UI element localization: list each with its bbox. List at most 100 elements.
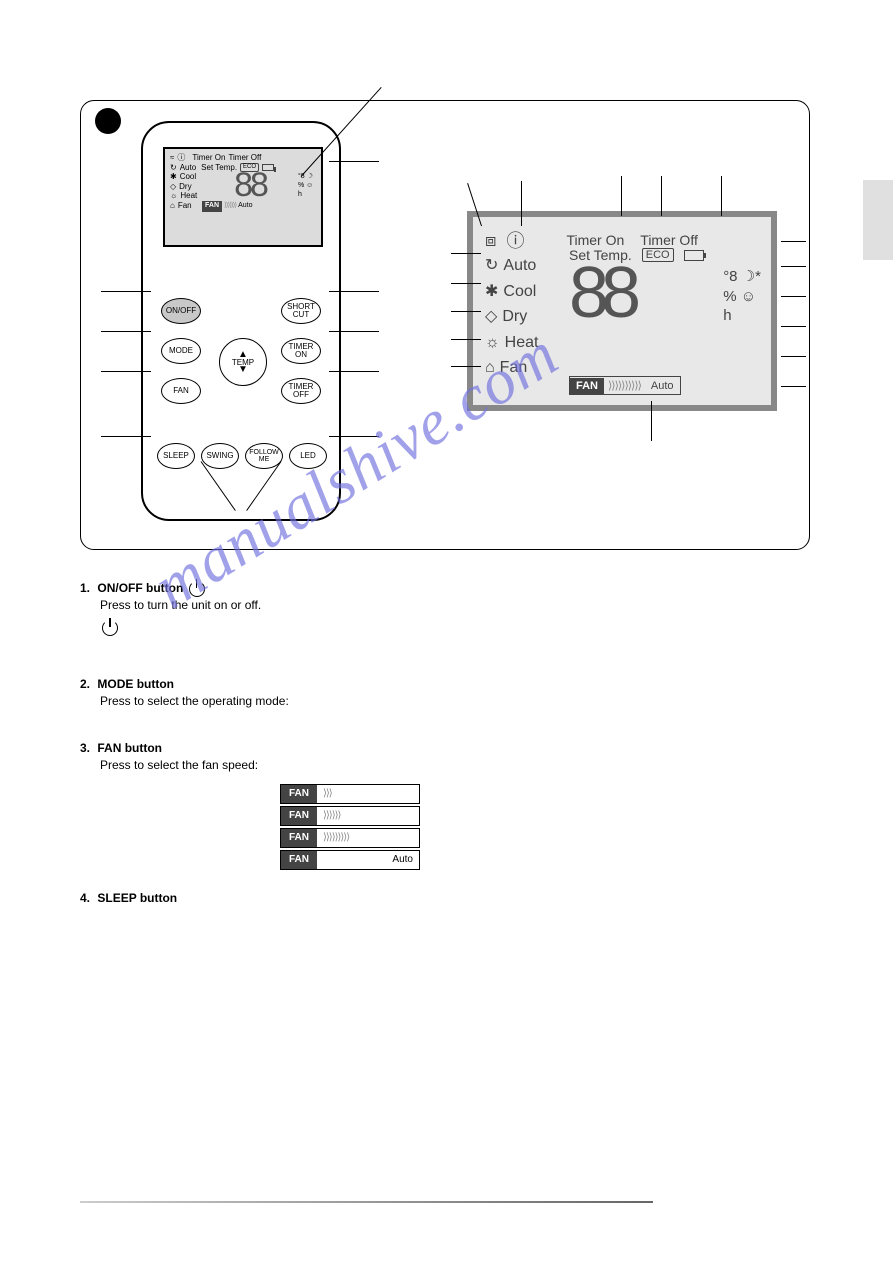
fan-mode-icon: ⌂ xyxy=(170,201,175,211)
lcd-heat-label: Heat xyxy=(180,191,197,201)
dry-icon: ◇ xyxy=(170,182,176,192)
onoff-button[interactable]: ON/OFF xyxy=(161,298,201,324)
table-row: FAN ⟩⟩⟩ xyxy=(280,784,420,804)
table-row: FAN Auto xyxy=(280,850,420,870)
battery-icon xyxy=(684,250,704,261)
info-icon: ⓘ xyxy=(506,227,524,253)
fan-speed-bar: FAN ⟩⟩⟩⟩⟩⟩⟩⟩⟩⟩ Auto xyxy=(569,376,681,395)
lead-line xyxy=(101,331,151,332)
h-small: h xyxy=(298,190,316,199)
list-item: 1. ON/OFF button Press to turn the unit … xyxy=(80,580,813,636)
lead-line xyxy=(781,266,806,267)
shortcut-button[interactable]: SHORT CUT xyxy=(281,298,321,324)
item-name: FAN button xyxy=(97,741,162,755)
lcd-auto-label: Auto xyxy=(503,253,536,279)
lcd-timer-on-label: Timer On xyxy=(192,153,225,163)
lcd-timer-on-label: Timer On xyxy=(566,232,624,248)
wifi-icon: ⧈ xyxy=(485,230,496,251)
fan-auto-small: Auto xyxy=(238,202,252,210)
fan-button[interactable]: FAN xyxy=(161,378,201,404)
fan-auto-label: Auto xyxy=(645,378,680,394)
dry-icon: ◇ xyxy=(485,304,497,330)
lcd-cool-label: Cool xyxy=(503,279,536,305)
lead-line xyxy=(621,176,622,216)
sleep-button[interactable]: SLEEP xyxy=(157,443,195,469)
fan-cell-high: ⟩⟩⟩⟩⟩⟩⟩⟩⟩ xyxy=(317,829,419,847)
lead-line xyxy=(101,291,151,292)
remote-control-outline: ≈ ⓘ Timer On Timer Off ↻ Auto Set Temp. … xyxy=(141,121,341,521)
lcd-auto-label: Auto xyxy=(180,163,196,173)
percent-small: % ☺ xyxy=(298,181,316,190)
lcd-dry-label: Dry xyxy=(502,304,527,330)
cool-icon: ✱ xyxy=(485,279,498,305)
lcd-digits-large: 88 xyxy=(569,263,633,324)
table-row: FAN ⟩⟩⟩⟩⟩⟩ xyxy=(280,806,420,826)
fan-cell-auto: Auto xyxy=(317,851,419,869)
moon-star-icon: ☽* xyxy=(742,268,761,285)
item-desc: Press to select the operating mode: xyxy=(100,693,813,710)
fan-cell-label: FAN xyxy=(281,807,317,825)
fan-bar-label: FAN xyxy=(570,378,604,394)
lead-line xyxy=(329,331,379,332)
item-number: 2. xyxy=(80,677,90,691)
lead-line xyxy=(451,366,481,367)
lead-line xyxy=(451,311,481,312)
item-number: 3. xyxy=(80,741,90,755)
item-desc: Press to turn the unit on or off. xyxy=(100,597,813,614)
footer-rule xyxy=(80,1201,653,1203)
deg8-icon: °8 xyxy=(723,268,737,285)
heat-icon: ☼ xyxy=(485,330,500,356)
fan-chevrons-icon: ⟩⟩⟩⟩⟩⟩⟩⟩⟩⟩ xyxy=(604,377,645,394)
heat-icon: ☼ xyxy=(170,191,177,201)
item-number: 4. xyxy=(80,891,90,905)
item-name: MODE button xyxy=(97,677,174,691)
timer-off-button[interactable]: TIMER OFF xyxy=(281,378,321,404)
swing-button[interactable]: SWING xyxy=(201,443,239,469)
lead-line xyxy=(721,176,722,216)
timer-on-button[interactable]: TIMER ON xyxy=(281,338,321,364)
lcd-timer-off-label: Timer Off xyxy=(228,153,261,163)
section-bullet xyxy=(95,108,121,134)
lead-line xyxy=(661,176,662,216)
power-icon xyxy=(102,620,118,636)
lcd-heat-label: Heat xyxy=(505,330,539,356)
lead-line xyxy=(101,436,151,437)
lcd-cool-label: Cool xyxy=(180,172,196,182)
battery-icon xyxy=(262,164,274,171)
fan-mode-icon: ⌂ xyxy=(485,355,495,381)
temp-button[interactable]: ▲ TEMP ▼ xyxy=(219,338,267,386)
led-button[interactable]: LED xyxy=(289,443,327,469)
eco-icon: ECO xyxy=(642,248,674,262)
fan-cell-low: ⟩⟩⟩ xyxy=(317,785,419,803)
fan-cell-med: ⟩⟩⟩⟩⟩⟩ xyxy=(317,807,419,825)
lead-line xyxy=(451,253,481,254)
lead-line xyxy=(329,161,379,162)
item-name: ON/OFF button xyxy=(97,581,183,595)
auto-icon: ↻ xyxy=(485,253,498,279)
auto-icon: ↻ xyxy=(170,163,177,173)
lcd-fan-label: Fan xyxy=(500,355,528,381)
remote-lcd-small: ≈ ⓘ Timer On Timer Off ↻ Auto Set Temp. … xyxy=(163,147,323,247)
remote-and-display-diagram: ≈ ⓘ Timer On Timer Off ↻ Auto Set Temp. … xyxy=(80,100,810,550)
list-item: 3. FAN button Press to select the fan sp… xyxy=(80,740,813,774)
lead-line xyxy=(781,296,806,297)
mode-button[interactable]: MODE xyxy=(161,338,201,364)
lcd-display-enlarged: ⧈ ⓘ Timer On Timer Off ↻Auto ✱Cool ◇Dry … xyxy=(467,211,777,411)
lead-line xyxy=(781,356,806,357)
fan-cell-label: FAN xyxy=(281,785,317,803)
page-side-tab xyxy=(863,180,893,260)
lead-line xyxy=(101,371,151,372)
info-icon: ⓘ xyxy=(177,153,185,163)
fan-speed-table: FAN ⟩⟩⟩ FAN ⟩⟩⟩⟩⟩⟩ FAN ⟩⟩⟩⟩⟩⟩⟩⟩⟩ FAN Aut… xyxy=(280,784,813,870)
power-icon xyxy=(189,581,205,597)
person-icon: ☺ xyxy=(741,288,756,305)
lead-line xyxy=(781,241,806,242)
lead-line xyxy=(651,401,652,441)
list-item: 4. SLEEP button xyxy=(80,890,813,907)
item-number: 1. xyxy=(80,581,90,595)
fan-cell-label: FAN xyxy=(281,851,317,869)
lcd-digits-small: 88 xyxy=(202,172,298,199)
fan-chev-small: ⟩⟩⟩⟩⟩⟩⟩ xyxy=(224,202,236,210)
fan-bar-label-small: FAN xyxy=(202,201,222,211)
button-descriptions: 1. ON/OFF button Press to turn the unit … xyxy=(80,580,813,906)
